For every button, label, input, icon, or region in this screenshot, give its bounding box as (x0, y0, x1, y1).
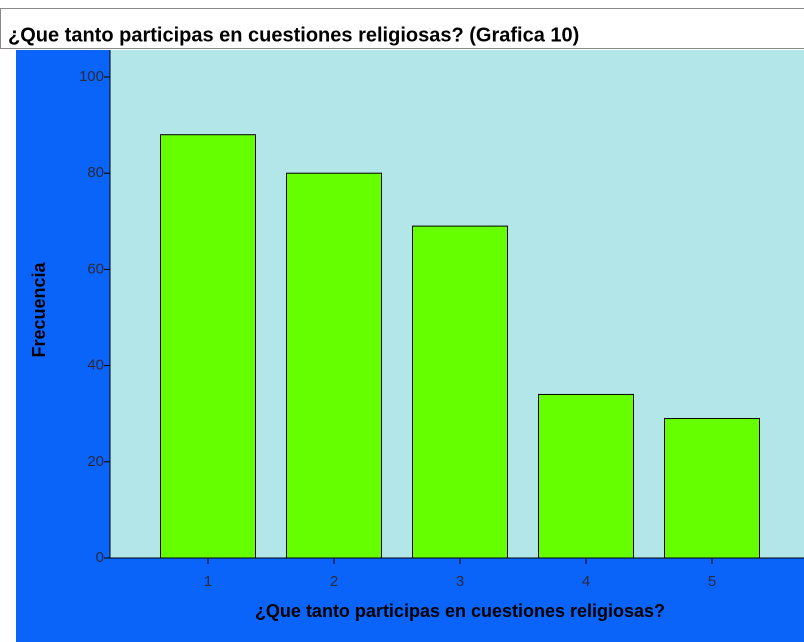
y-tick-label: 60 (87, 260, 104, 277)
x-tick-label: 4 (582, 573, 590, 590)
y-tick-label: 20 (87, 453, 104, 470)
bar (538, 393, 634, 559)
y-tick-label: 40 (87, 357, 104, 374)
bar (412, 225, 508, 559)
y-axis-label: Frecuencia (29, 261, 49, 357)
chart-title: ¿Que tanto participas en cuestiones reli… (8, 24, 579, 46)
x-axis-label: ¿Que tanto participas en cuestiones reli… (255, 601, 665, 621)
y-tick-label: 80 (87, 164, 104, 181)
x-tick-label: 5 (708, 573, 716, 590)
title-box (0, 8, 804, 49)
bar (664, 418, 760, 559)
x-tick-label: 1 (204, 573, 212, 590)
x-tick-label: 2 (330, 573, 338, 590)
bar (160, 134, 256, 559)
bar (286, 172, 382, 559)
x-tick-label: 3 (456, 573, 464, 590)
y-tick-label: 0 (96, 549, 104, 566)
y-tick-label: 100 (79, 68, 104, 85)
